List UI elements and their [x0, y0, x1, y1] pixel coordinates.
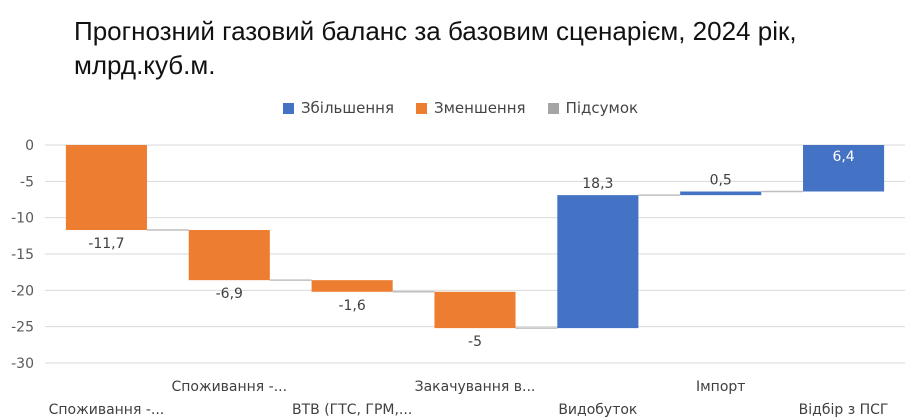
legend-label-increase: Збільшення — [300, 99, 394, 117]
x-tick-label: Відбір з ПСГ — [799, 402, 889, 418]
data-label: 6,4 — [832, 149, 854, 165]
legend-item-increase: Збільшення — [282, 99, 394, 117]
y-tick-label: -30 — [11, 356, 34, 372]
y-tick-label: -5 — [20, 174, 34, 190]
legend-swatch-increase — [282, 102, 294, 114]
x-tick-label: Споживання -... — [171, 379, 287, 395]
legend-swatch-total — [547, 102, 559, 114]
data-label: 18,3 — [582, 176, 613, 192]
x-tick-label: ВТВ (ГТС, ГРМ,... — [292, 402, 412, 418]
waterfall-bar — [557, 195, 639, 329]
x-tick-label: Споживання -... — [49, 402, 165, 418]
data-label: -5 — [468, 334, 482, 350]
legend-label-total: Підсумок — [565, 99, 639, 117]
y-tick-label: -25 — [11, 320, 34, 336]
chart-legend: Збільшення Зменшення Підсумок — [0, 99, 921, 117]
x-tick-label: Імпорт — [696, 379, 745, 395]
data-label: -6,9 — [216, 286, 243, 302]
x-tick-label: Видобуток — [558, 402, 637, 418]
y-tick-label: -15 — [11, 247, 34, 263]
x-tick-label: Закачування в... — [415, 379, 536, 395]
y-tick-label: -10 — [11, 211, 34, 227]
waterfall-bar — [434, 291, 516, 329]
legend-label-decrease: Зменшення — [434, 99, 526, 117]
waterfall-bar — [680, 191, 762, 196]
waterfall-bar — [188, 230, 270, 281]
data-label: -11,7 — [88, 236, 124, 252]
waterfall-bar — [65, 145, 147, 231]
data-label: 0,5 — [710, 173, 732, 189]
legend-swatch-decrease — [416, 102, 427, 114]
waterfall-bar — [311, 280, 393, 292]
legend-item-total: Підсумок — [547, 99, 639, 117]
chart-title: Прогнозний газовий баланс за базовим сце… — [74, 16, 797, 80]
waterfall-bar — [803, 145, 885, 192]
legend-item-decrease: Зменшення — [416, 99, 526, 117]
y-tick-label: -20 — [11, 283, 34, 299]
y-tick-label: 0 — [25, 138, 34, 154]
data-label: -1,6 — [338, 298, 365, 314]
